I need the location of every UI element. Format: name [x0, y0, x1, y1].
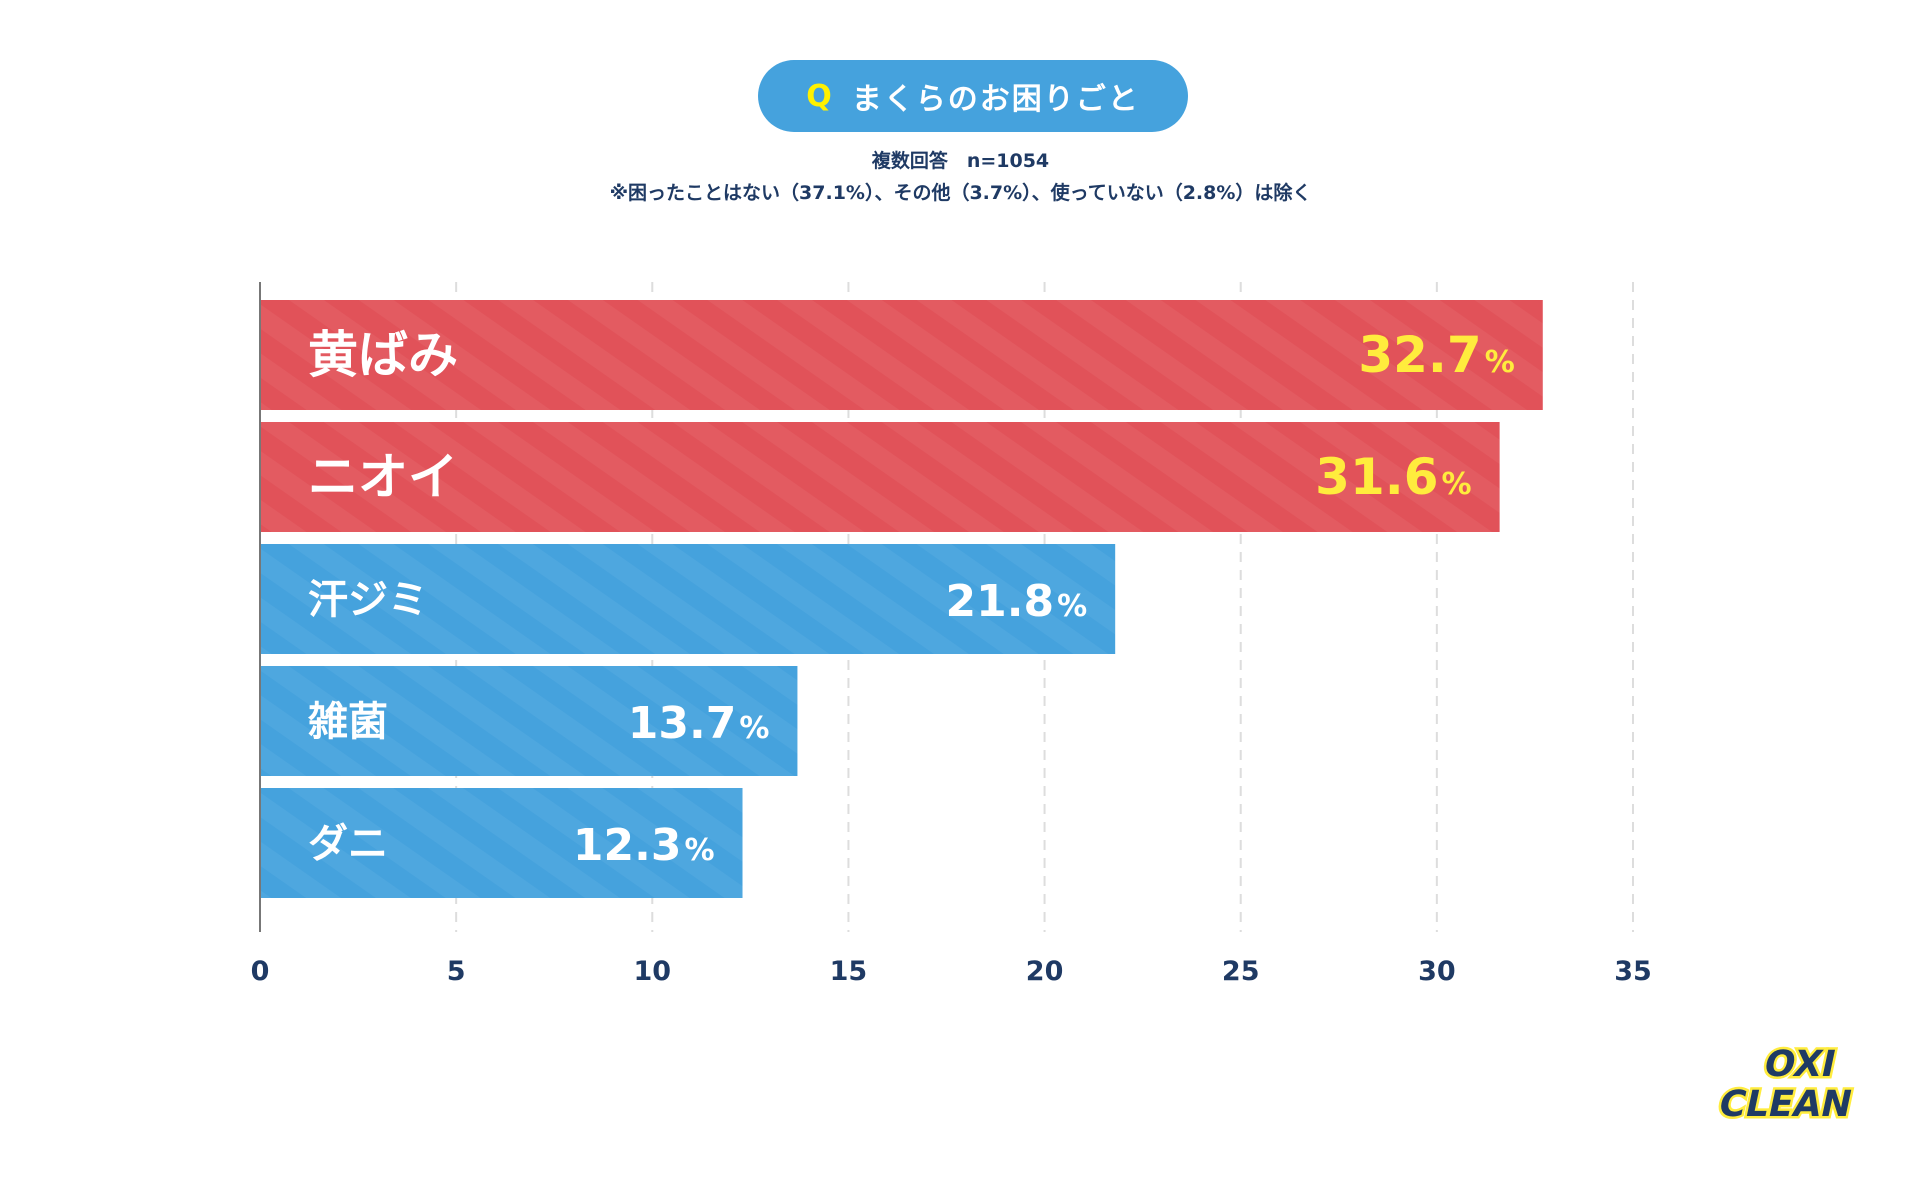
bar-value-unit: % [739, 711, 769, 746]
bar-value-unit: % [1442, 467, 1472, 502]
x-tick-label: 0 [251, 956, 270, 987]
bar-value-unit: % [1057, 589, 1087, 624]
bar-stripes [260, 422, 1500, 532]
exclusion-note: ※困ったことはない（37.1%）、その他（3.7%）、使っていない（2.8%）は… [609, 182, 1312, 204]
bar-value-number: 13.7 [628, 698, 737, 749]
x-tick-label: 25 [1222, 956, 1260, 987]
bar-category-label: 黄ばみ [308, 326, 458, 384]
bar-group: 汗ジミ 21.8% [260, 544, 1116, 654]
bar-value-number: 32.7 [1358, 326, 1481, 384]
bar-value-number: 21.8 [946, 576, 1055, 627]
bars: 黄ばみ 32.7 % ニオイ 31.6 % 汗ジミ 21.8 % 雑菌 13.7 % ダニ 12.3% [260, 300, 1543, 898]
q-icon: Q [806, 78, 834, 114]
bar-value-label: 12.3% [573, 820, 715, 871]
logo-clean: CLEAN [1716, 1082, 1856, 1125]
x-tick-label: 20 [1026, 956, 1064, 987]
bar-value-number: 31.6 [1315, 448, 1438, 506]
question-title: まくらのお困りごと [851, 82, 1140, 117]
bar-stripes [260, 666, 798, 776]
x-tick-label: 10 [633, 956, 671, 987]
logo-oxi: OXI [1760, 1042, 1839, 1085]
bar-value-label: 32.7% [1358, 326, 1514, 384]
x-axis-ticks: 0 5 10 15 20 25 30 35 [251, 956, 1652, 987]
x-tick-label: 35 [1614, 956, 1652, 987]
bar-value-label: 13.7% [628, 698, 770, 749]
bar-group: 雑菌 13.7% [260, 666, 798, 776]
bar-group: 黄ばみ 32.7% [260, 300, 1543, 410]
x-tick-label: 15 [830, 956, 868, 987]
survey-note: 複数回答 n=1054 [871, 150, 1050, 172]
bar-category-label: 汗ジミ [308, 577, 428, 623]
bar-category-label: ニオイ [308, 448, 458, 506]
question-title-pill: Q まくらのお困りごと [758, 60, 1188, 132]
bar-category-label: 雑菌 [307, 699, 388, 745]
bar-value-unit: % [1485, 345, 1515, 380]
bar-group: ニオイ 31.6% [260, 422, 1500, 532]
bar-value-unit: % [684, 833, 714, 868]
bar-stripes [260, 788, 743, 898]
bar-stripes [260, 544, 1116, 654]
bar-value-label: 31.6% [1315, 448, 1471, 506]
x-tick-label: 30 [1418, 956, 1456, 987]
bar-group: ダニ 12.3% [260, 788, 743, 898]
bar-value-number: 12.3 [573, 820, 682, 871]
bar-category-label: ダニ [308, 821, 388, 867]
bar-value-label: 21.8% [946, 576, 1088, 627]
x-tick-label: 5 [447, 956, 466, 987]
oxiclean-logo: OXI CLEAN [1716, 1040, 1859, 1126]
bar-stripes [260, 300, 1543, 410]
